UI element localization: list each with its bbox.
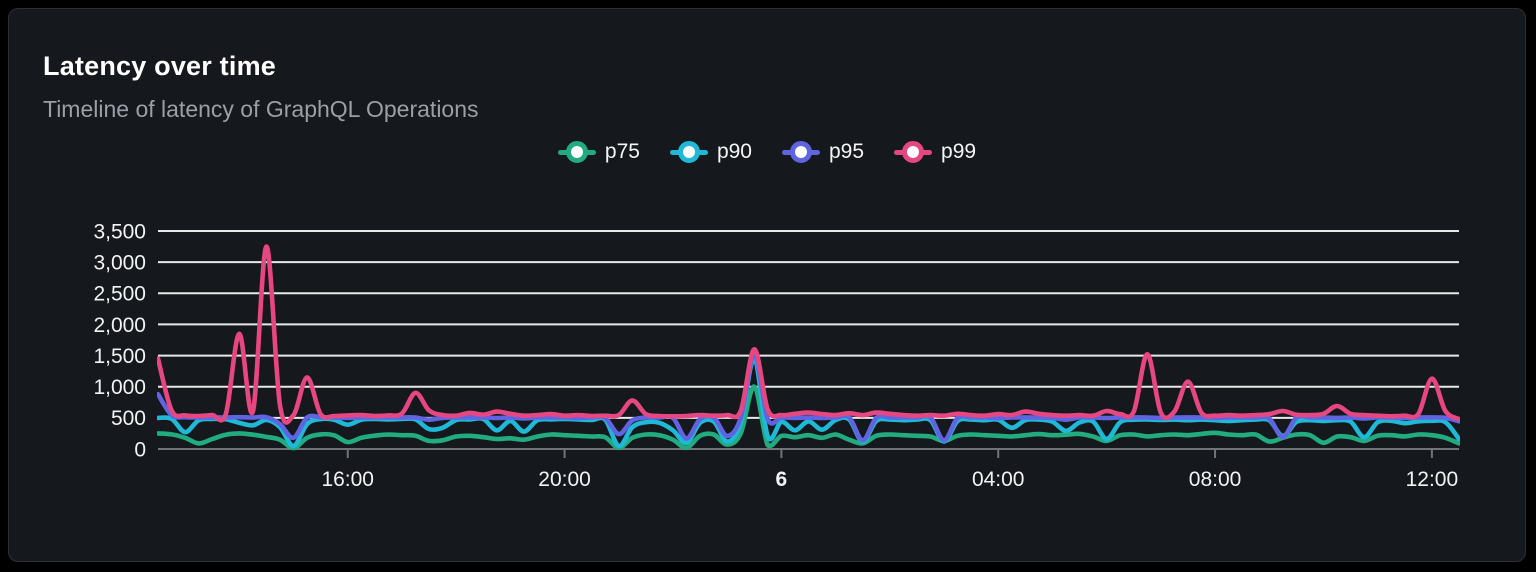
legend-label-p90: p90 — [716, 140, 752, 163]
y-tick-label: 1,500 — [93, 345, 146, 368]
panel-title: Latency over time — [43, 51, 276, 81]
y-tick-label: 3,500 — [93, 220, 146, 243]
y-tick-label: 3,000 — [93, 251, 146, 274]
x-tick-label: 6 — [776, 468, 788, 491]
x-axis-ticks — [346, 449, 1433, 458]
x-tick-label: 08:00 — [1189, 468, 1242, 491]
y-axis-labels: 0 500 1,000 1,500 2,000 2,500 3,000 3,500 — [93, 220, 146, 461]
y-tick-label: 2,500 — [93, 283, 146, 306]
y-tick-label: 1,000 — [93, 376, 146, 399]
latency-panel: Latency over time Timeline of latency of… — [8, 8, 1526, 562]
legend-item-p90[interactable]: p90 — [669, 140, 752, 164]
series-line-p95[interactable] — [157, 351, 1460, 443]
x-tick-label: 04:00 — [972, 468, 1025, 491]
y-gridlines — [158, 230, 1459, 450]
p95-series-marker-icon — [782, 140, 820, 164]
x-tick-label: 16:00 — [321, 468, 374, 491]
y-tick-label: 500 — [111, 407, 146, 430]
legend-item-p95[interactable]: p95 — [782, 140, 864, 164]
y-tick-label: 2,000 — [93, 314, 146, 337]
legend-item-p75[interactable]: p75 — [557, 140, 640, 164]
y-tick-label: 0 — [134, 438, 146, 461]
x-axis-labels: 16:00 20:00 6 04:00 08:00 12:00 — [321, 468, 1458, 491]
p99-series-marker-icon — [894, 140, 933, 164]
p75-series-marker-icon — [557, 140, 596, 164]
legend-label-p75: p75 — [604, 140, 640, 163]
series-line-p90[interactable] — [157, 356, 1460, 449]
x-tick-label: 12:00 — [1406, 468, 1459, 491]
panel-subtitle: Timeline of latency of GraphQL Operation… — [43, 96, 479, 122]
x-tick-label: 20:00 — [538, 468, 591, 491]
legend-label-p95: p95 — [829, 140, 865, 163]
legend-label-p99: p99 — [941, 140, 977, 163]
legend-item-p99[interactable]: p99 — [894, 140, 976, 164]
series-line-p99[interactable] — [157, 244, 1460, 425]
latency-chart: 0 500 1,000 1,500 2,000 2,500 3,000 3,500 16:00 2… — [93, 220, 1460, 491]
p90-series-marker-icon — [669, 140, 708, 164]
series-line-p75[interactable] — [157, 384, 1460, 451]
chart-legend: p75 p90 p95 p99 — [9, 140, 1525, 164]
